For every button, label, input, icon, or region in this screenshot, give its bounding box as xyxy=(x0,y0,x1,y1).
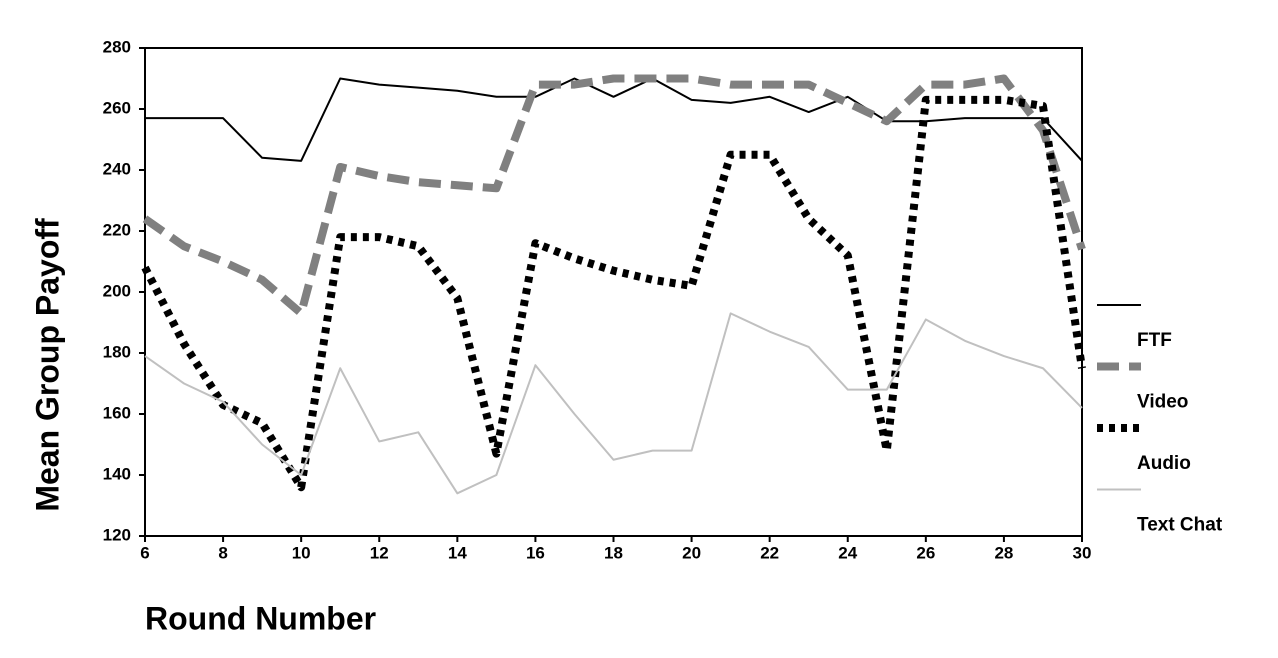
y-axis-label: Mean Group Payoff xyxy=(29,218,65,512)
series-line xyxy=(145,77,1083,162)
y-tick-label: 280 xyxy=(103,37,131,56)
y-tick-label: 140 xyxy=(103,464,131,483)
x-tick-label: 22 xyxy=(760,543,779,562)
y-tick-label: 240 xyxy=(103,159,131,178)
y-tick-label: 220 xyxy=(103,220,131,239)
legend-label: FTF xyxy=(1137,330,1172,351)
y-tick-label: 120 xyxy=(103,525,131,544)
x-tick-label: 16 xyxy=(526,543,545,562)
x-tick-label: 14 xyxy=(448,543,467,562)
series-line xyxy=(142,74,1086,318)
x-tick-label: 10 xyxy=(292,543,311,562)
series-line xyxy=(144,312,1083,495)
x-tick-label: 8 xyxy=(218,543,227,562)
y-tick-label: 260 xyxy=(103,98,131,117)
x-tick-label: 28 xyxy=(994,543,1013,562)
legend-label: Video xyxy=(1137,392,1188,413)
x-tick-label: 6 xyxy=(140,543,149,562)
legend-label: Audio xyxy=(1137,453,1191,474)
y-tick-label: 160 xyxy=(103,403,131,422)
y-tick-label: 200 xyxy=(103,281,131,300)
x-tick-label: 26 xyxy=(916,543,935,562)
x-tick-label: 20 xyxy=(682,543,701,562)
x-axis-label: Round Number xyxy=(145,600,376,636)
x-tick-label: 24 xyxy=(838,543,857,562)
series-line xyxy=(141,95,1086,492)
x-tick-label: 12 xyxy=(370,543,389,562)
y-tick-label: 180 xyxy=(103,342,131,361)
x-tick-label: 30 xyxy=(1073,543,1092,562)
x-tick-label: 18 xyxy=(604,543,623,562)
legend-label: Text Chat xyxy=(1137,515,1223,536)
